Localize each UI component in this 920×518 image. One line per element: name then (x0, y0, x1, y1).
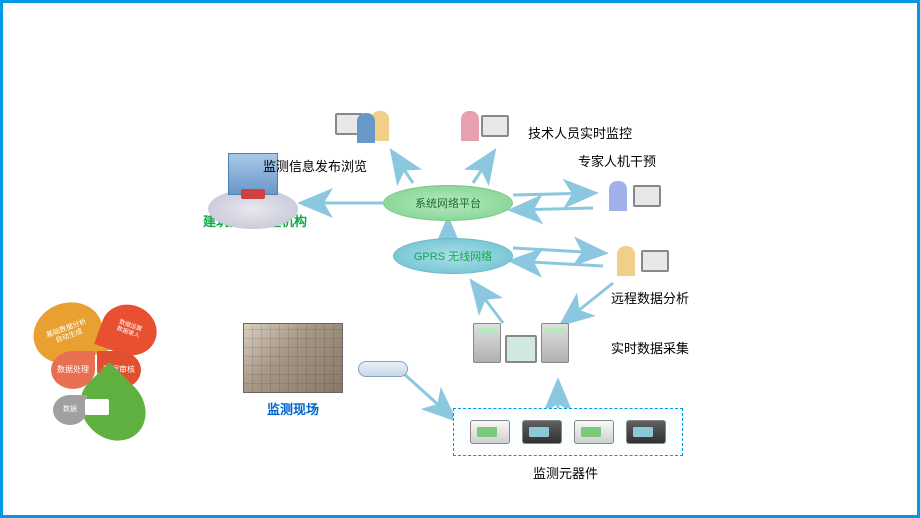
projector-node (358, 361, 408, 377)
site-photo-icon (243, 323, 343, 393)
components-box (453, 408, 683, 456)
publish-label: 监测信息发布浏览 (263, 156, 367, 175)
sensor-icon-2 (522, 420, 562, 444)
platform-cloud: 系统网络平台 (383, 185, 513, 221)
tech-icon (453, 103, 513, 148)
site-label: 监测现场 (243, 399, 343, 418)
collect-node (471, 323, 571, 363)
gprs-label: GPRS 无线网络 (414, 248, 492, 264)
remote-icon (611, 238, 671, 283)
gprs-cloud: GPRS 无线网络 (393, 238, 513, 274)
collect-label: 实时数据采集 (611, 338, 689, 357)
sensor-icon-4 (626, 420, 666, 444)
platform-label: 系统网络平台 (415, 195, 481, 211)
sensor-icon-1 (470, 420, 510, 444)
publish-icon (333, 103, 393, 148)
sensor-icon-3 (574, 420, 614, 444)
publish-node (333, 103, 393, 153)
venn-diagram: 基础数据分析自动生成 数据运算数据录入 数据处理 数据审核 数据 (23, 303, 183, 443)
remote-node (611, 238, 671, 288)
venn-center-box (85, 399, 109, 415)
venn-bottom-alt: 数据 (53, 395, 87, 425)
expert-icon (603, 173, 663, 218)
expert-label: 专家人机干预 (578, 151, 656, 170)
remote-label: 远程数据分析 (611, 288, 689, 307)
projector-icon (358, 361, 408, 377)
servers-icon (471, 323, 571, 363)
org-car-icon (241, 189, 265, 199)
site-node: 监测现场 (243, 323, 343, 418)
tech-label: 技术人员实时监控 (528, 123, 632, 142)
components-label: 监测元器件 (533, 463, 598, 482)
expert-node (603, 173, 663, 223)
tech-node (453, 103, 513, 153)
